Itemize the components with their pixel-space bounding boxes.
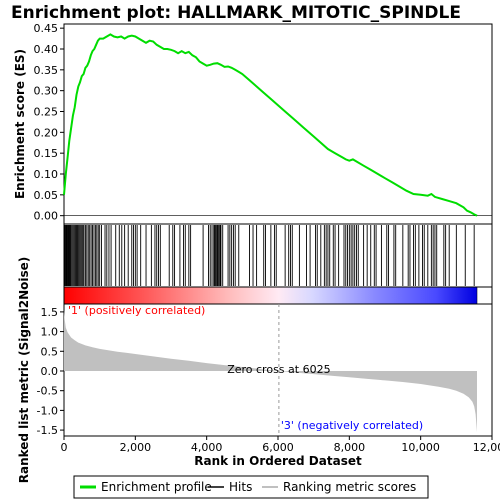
x-tick-label: 2,000 (120, 441, 152, 454)
positive-correlation-label: '1' (positively correlated) (68, 304, 205, 317)
es-y-tick-label: 0.15 (34, 147, 59, 160)
metric-y-ticks: -1.5 -1.0 -0.5 0.0 0.5 1.0 1.5 (37, 306, 64, 437)
ranking-colorbar (63, 286, 493, 305)
metric-y-tick-label: 1.0 (41, 326, 59, 339)
legend: Enrichment profile Hits Ranking metric s… (73, 475, 429, 499)
chart-title: Enrichment plot: HALLMARK_MITOTIC_SPINDL… (11, 3, 461, 23)
x-tick-label: 0 (61, 441, 68, 454)
metric-panel: -1.5 -1.0 -0.5 0.0 0.5 1.0 1.5 Zero cross at 6… (17, 257, 493, 484)
metric-y-tick-label: 1.5 (41, 306, 59, 319)
metric-y-tick-label: 0.0 (41, 365, 59, 378)
x-tick-label: 6,000 (262, 441, 294, 454)
es-y-tick-label: 0.05 (34, 189, 59, 202)
es-y-tick-label: 0.25 (34, 106, 59, 119)
metric-y-axis-label: Ranked list metric (Signal2Noise) (17, 257, 31, 484)
x-tick-label: 4,000 (191, 441, 223, 454)
es-y-tick-label: 0.20 (34, 126, 59, 139)
enrichment-profile-line (63, 33, 478, 217)
metric-y-tick-label: -1.0 (37, 404, 58, 417)
es-y-tick-label: 0.35 (34, 64, 59, 77)
es-panel: 0.00 0.05 0.10 0.15 0.20 0.25 0.30 0.35 0.40 0.45… (13, 22, 493, 225)
x-axis-ticks: 0 2,000 4,000 6,000 8,000 10,000 12,000 (61, 436, 500, 454)
es-y-tick-label: 0.45 (34, 22, 59, 35)
metric-y-tick-label: -1.5 (37, 424, 58, 437)
es-y-tick-label: 0.00 (34, 210, 59, 223)
metric-y-tick-label: 0.5 (41, 345, 59, 358)
es-y-tick-label: 0.30 (34, 85, 59, 98)
es-y-axis-label: Enrichment score (ES) (13, 49, 27, 199)
x-axis-label: Rank in Ordered Dataset (194, 454, 362, 468)
legend-enrichment-label: Enrichment profile (101, 480, 212, 494)
legend-hits-label: Hits (229, 480, 252, 494)
x-tick-label: 10,000 (401, 441, 440, 454)
legend-metric-label: Ranking metric scores (283, 480, 416, 494)
es-y-tick-label: 0.40 (34, 43, 59, 56)
legend-frame (73, 475, 429, 499)
hit-marks (64, 225, 475, 286)
es-y-ticks: 0.00 0.05 0.10 0.15 0.20 0.25 0.30 0.35 0.40 0.45 (34, 22, 64, 223)
hits-panel (63, 223, 493, 288)
x-tick-label: 12,000 (473, 441, 500, 454)
ranked-metric-area (64, 309, 477, 433)
zero-cross-label: Zero cross at 6025 (227, 363, 330, 376)
es-panel-frame (63, 23, 493, 225)
colorbar-strip (63, 286, 478, 305)
negative-correlation-label: '3' (negatively correlated) (281, 419, 423, 432)
metric-y-tick-label: -0.5 (37, 385, 58, 398)
es-y-tick-label: 0.10 (34, 168, 59, 181)
x-tick-label: 8,000 (334, 441, 366, 454)
